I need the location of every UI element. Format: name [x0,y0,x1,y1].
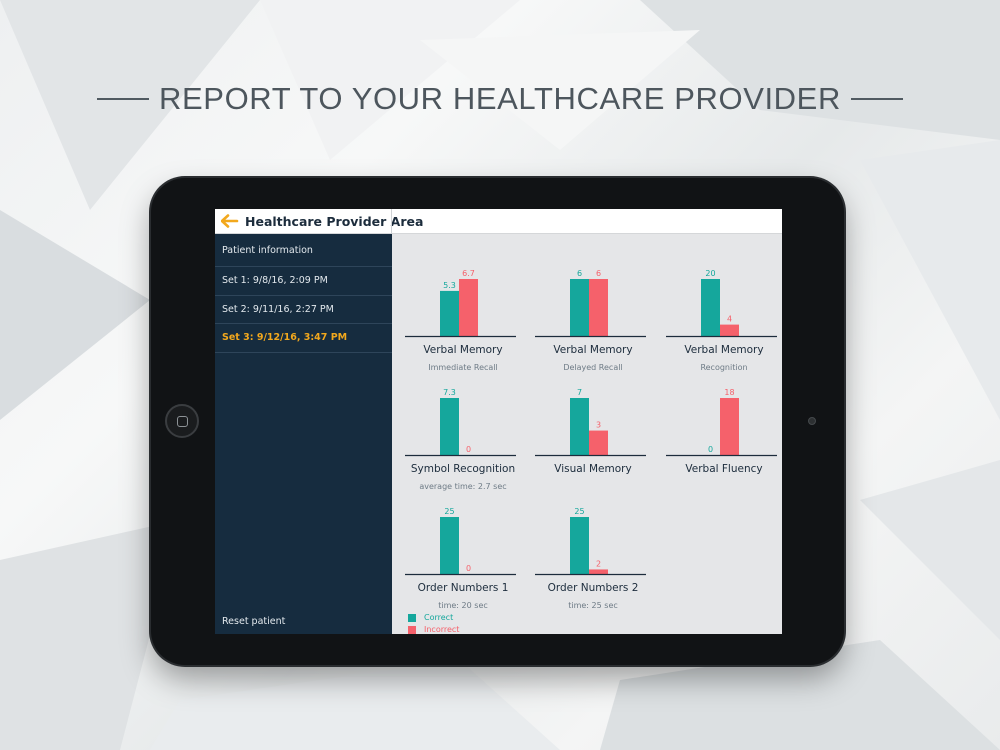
bar-correct [701,279,720,336]
home-square-icon [176,415,188,427]
chart-title: Verbal Memory [423,344,503,356]
app-title: Healthcare Provider Area [245,213,424,229]
bar-value-label: 7.3 [443,388,456,397]
chart-subtitle: average time: 2.7 sec [419,482,507,491]
sidebar-item-label: Set 3: 9/12/16, 3:47 PM [222,332,348,344]
bar-correct [440,517,459,574]
sidebar-item-label: Patient information [222,244,313,256]
bar-value-label: 0 [708,445,713,454]
back-button[interactable] [215,209,245,234]
bar-value-label: 18 [724,388,734,397]
chart-title: Symbol Recognition [410,463,516,475]
chart-title: Verbal Memory [684,344,764,356]
legend-swatch-correct [408,613,416,622]
camera-icon [808,417,816,425]
chart-title: Verbal Memory [553,344,633,356]
sidebar-item-patient-information[interactable]: Patient information [215,234,392,267]
bar-incorrect [720,398,739,455]
topbar-divider [391,209,392,234]
chart-title: Verbal Fluency [685,463,763,475]
chart-panel-order-numbers-2: 25 2 Order Numbers 2 time: 25 sec [535,488,651,610]
bar-value-label: 0 [466,445,471,454]
chart-title: Visual Memory [554,463,632,475]
bar-value-label: 6 [577,269,582,278]
chart-subtitle: Delayed Recall [563,363,623,372]
bar-value-label: 7 [577,388,582,397]
chart-subtitle: Recognition [700,363,748,372]
bar-correct [570,279,589,336]
headline-text: REPORT TO YOUR HEALTHCARE PROVIDER [159,81,841,116]
bar-incorrect [459,279,478,336]
bar-chart: 7.30 [405,388,516,457]
chart-panel-symbol-recognition: 7.3 0 Symbol Recognition average time: 2.… [405,369,521,491]
bar-value-label: 6 [596,269,601,278]
legend-label: Incorrect [424,625,460,634]
bar-chart: 25 0 [405,507,516,576]
bar-correct [440,398,459,455]
bar-correct [570,398,589,455]
bar-chart: 25 2 [535,507,646,576]
sidebar: Patient information Set 1: 9/8/16, 2:09 … [215,234,392,634]
bar-chart: 5.3 6.7 [405,269,516,338]
chart-subtitle: Immediate Recall [428,363,498,372]
chart-panel-verbal-fluency: 0 18 Verbal Fluency [666,369,782,481]
bar-incorrect [720,324,739,336]
bar-chart: 0 18 [666,388,777,457]
headline: REPORT TO YOUR HEALTHCARE PROVIDER [0,76,1000,122]
chart-panel-verbal-memory-recognition: 20 4 Verbal Memory Recognition [666,250,782,372]
legend-swatch-incorrect [408,625,416,634]
sidebar-item-label: Set 1: 9/8/16, 2:09 PM [222,275,328,287]
bar-value-label: 4 [727,315,732,324]
bar-chart: 20 4 [666,269,777,338]
headline-rule-right [850,98,903,100]
bar-value-label: 2 [596,559,601,568]
bar-value-label: 25 [444,507,454,516]
sidebar-item-set-1[interactable]: Set 1: 9/8/16, 2:09 PM [215,267,392,296]
chart-subtitle: time: 25 sec [568,601,618,610]
bar-correct [570,517,589,574]
chart-subtitle: time: 20 sec [438,601,488,610]
chart-panel-order-numbers-1: 25 0 Order Numbers 1 time: 20 sec [405,488,521,610]
bar-value-label: 0 [466,564,471,573]
reset-patient-button[interactable]: Reset patient [222,616,286,627]
bar-value-label: 20 [705,269,715,278]
chart-title: Order Numbers 2 [547,582,639,594]
bar-correct [440,290,459,336]
sidebar-item-label: Set 2: 9/11/16, 2:27 PM [222,303,334,315]
bar-value-label: 25 [574,507,584,516]
bar-value-label: 5.3 [443,281,456,290]
legend-label: Correct [424,613,454,622]
chart-title: Order Numbers 1 [417,582,509,594]
bar-incorrect [589,430,608,455]
bar-chart: 73 [535,388,646,457]
home-button[interactable] [165,404,199,438]
legend-item-incorrect: Incorrect [408,624,459,634]
top-bar: Healthcare Provider Area [215,209,782,234]
bar-incorrect [589,279,608,336]
bar-incorrect [589,569,608,574]
sidebar-item-set-2[interactable]: Set 2: 9/11/16, 2:27 PM [215,296,392,324]
back-arrow-icon [221,214,239,228]
chart-panel-verbal-memory-immediate: 5.3 6.7 Verbal Memory Immediate Recall [405,250,521,372]
sidebar-item-set-3[interactable]: Set 3: 9/12/16, 3:47 PM [215,324,392,353]
legend-item-correct: Correct [408,612,459,623]
headline-rule-left [97,98,150,100]
bar-value-label: 6.7 [462,269,475,278]
app-screen: Healthcare Provider Area Patient informa… [215,209,782,634]
bar-value-label: 3 [596,421,601,430]
chart-legend: Correct Incorrect [408,612,459,634]
